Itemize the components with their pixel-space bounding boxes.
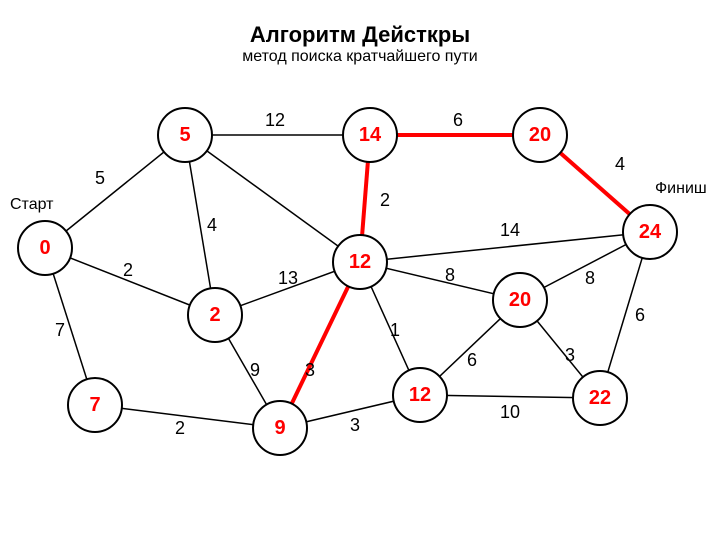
edge-weight: 12 [265, 110, 285, 130]
node-label: 22 [589, 387, 611, 409]
diagram-canvas: Алгоритм Дейсткры метод поиска кратчайше… [0, 0, 720, 540]
edge-weight: 3 [305, 360, 315, 380]
node-label: 12 [409, 384, 431, 406]
node-label: 9 [274, 417, 285, 439]
edge-weight: 3 [565, 345, 575, 365]
graph-node: 20 [493, 273, 547, 327]
graph-node: 12 [333, 235, 387, 289]
graph-node: 7 [68, 378, 122, 432]
edge-weight: 14 [500, 220, 520, 240]
edge-weight: 4 [207, 215, 217, 235]
edge-weight: 1 [390, 320, 400, 340]
node-label: 5 [179, 124, 190, 146]
graph-node: 2 [188, 288, 242, 342]
graph-node: 0 [18, 221, 72, 275]
graph-node: 22 [573, 371, 627, 425]
edge-weight: 2 [123, 260, 133, 280]
graph-node: 5 [158, 108, 212, 162]
edge-weight: 10 [500, 402, 520, 422]
edge-weight: 6 [453, 110, 463, 130]
graph-node: 20 [513, 108, 567, 162]
graph-node: 24 [623, 205, 677, 259]
edge [185, 135, 360, 262]
node-label: 7 [89, 394, 100, 416]
edge-weight: 3 [350, 415, 360, 435]
node-label: 14 [359, 124, 382, 146]
edge-weight: 8 [585, 268, 595, 288]
graph-node: 14 [343, 108, 397, 162]
edge-weight: 7 [55, 320, 65, 340]
edge-weight: 2 [175, 418, 185, 438]
graph-node: 9 [253, 401, 307, 455]
node-label: 0 [39, 237, 50, 259]
edge-weight: 5 [95, 168, 105, 188]
edge-weight: 4 [615, 154, 625, 174]
edge-weight: 13 [278, 268, 298, 288]
edge-weight: 6 [467, 350, 477, 370]
edge-weight: 2 [380, 190, 390, 210]
edge-weight: 6 [635, 305, 645, 325]
graph-node: 12 [393, 368, 447, 422]
edge-weight: 9 [250, 360, 260, 380]
edge-weight: 8 [445, 265, 455, 285]
node-label: 24 [639, 221, 662, 243]
node-label: 2 [209, 304, 220, 326]
node-label: 20 [509, 289, 531, 311]
node-label: 20 [529, 124, 551, 146]
graph-svg: 5271246241413889316362310051420242122079… [0, 0, 720, 540]
node-label: 12 [349, 251, 371, 273]
